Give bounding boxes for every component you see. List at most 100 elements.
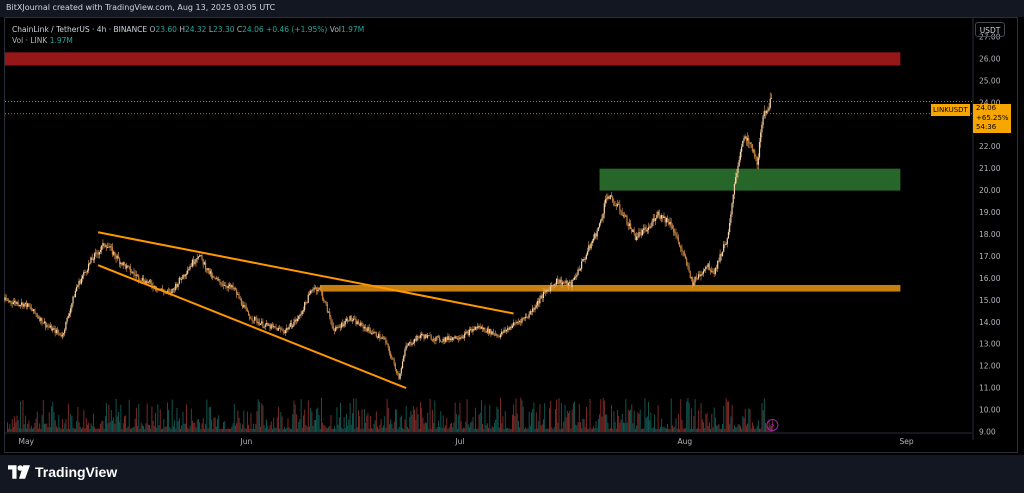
candle-body	[329, 311, 331, 318]
candle-body	[604, 199, 607, 204]
volume-bar	[737, 424, 739, 432]
volume-bar	[520, 397, 522, 432]
candle-body	[740, 146, 743, 152]
candle-body	[572, 279, 574, 281]
candle-body	[72, 296, 74, 304]
candle-body	[86, 270, 88, 273]
currency-selector[interactable]: USDT	[975, 22, 1005, 37]
candle-body	[276, 327, 278, 331]
candle-body	[663, 216, 665, 218]
candle-body	[442, 338, 444, 342]
volume-bar	[49, 427, 51, 432]
candle-body	[692, 277, 694, 286]
volume-bar	[277, 407, 279, 432]
volume-bar	[34, 422, 36, 432]
volume-bar	[311, 411, 313, 432]
volume-bar	[631, 404, 633, 432]
volume-bar	[661, 418, 663, 432]
volume-bar	[193, 423, 195, 432]
last-price-change: +65.25%	[976, 113, 1009, 122]
candle-body	[616, 204, 619, 206]
candle-body	[352, 318, 355, 321]
candle-body	[275, 327, 277, 329]
candle-body	[35, 313, 37, 315]
price-tick-label: 10.00	[979, 406, 1001, 415]
candle-body	[344, 320, 346, 325]
candle-body	[331, 320, 333, 326]
volume-bar	[137, 425, 139, 432]
volume-bar	[557, 422, 559, 432]
candle-body	[116, 255, 118, 259]
candle-body	[438, 336, 441, 341]
candle-body	[503, 329, 505, 333]
volume-bar	[310, 407, 312, 432]
tradingview-logo[interactable]: TradingView	[8, 464, 117, 480]
volume-bar	[51, 406, 53, 432]
candle-body	[343, 324, 345, 327]
volume-bar	[613, 411, 615, 432]
volume-bar	[443, 427, 445, 432]
volume-bar	[139, 428, 141, 432]
volume-bar	[177, 421, 179, 432]
candle-body	[380, 338, 382, 340]
volume-bar	[103, 428, 105, 432]
candle-body	[532, 308, 534, 312]
candle-body	[277, 327, 279, 331]
candle-body	[400, 368, 402, 374]
candle-body	[185, 273, 188, 275]
volume-bar	[257, 399, 259, 432]
volume-bar	[86, 424, 88, 432]
candle-body	[693, 282, 695, 286]
volume-bar	[760, 428, 762, 432]
candlestick-chart[interactable]: 9.00 10.00 11.00 12.00 13.00 14.00 15.00 16.00 1…	[0, 0, 1024, 455]
volume-bar	[217, 418, 219, 432]
legend-close: 24.06	[242, 25, 264, 34]
candle-body	[349, 316, 351, 321]
candle-body	[43, 321, 45, 324]
volume-bar	[383, 425, 384, 432]
candle-body	[391, 356, 393, 359]
volume-bar	[334, 426, 336, 432]
volume-bar	[268, 428, 270, 432]
volume-bar	[360, 428, 362, 432]
volume-bar	[35, 418, 37, 432]
attribution-text: BitXJournal created with TradingView.com…	[6, 3, 276, 12]
candle-body	[547, 289, 549, 291]
volume-bar	[543, 419, 544, 432]
candle-body	[762, 116, 764, 126]
candle-body	[42, 322, 44, 324]
volume-bar	[676, 428, 678, 432]
candle-body	[510, 326, 512, 329]
candle-body	[13, 301, 16, 303]
volume-bar	[380, 418, 382, 432]
legend-low-label: L	[208, 25, 214, 34]
volume-bar	[118, 411, 119, 432]
volume-bar	[718, 424, 720, 432]
chart-frame[interactable]	[4, 17, 1018, 453]
volume-bar	[368, 428, 370, 432]
volume-bar	[698, 410, 700, 432]
candle-body	[362, 324, 364, 329]
price-tick-label: 12.00	[979, 362, 1001, 371]
candle-body	[732, 194, 734, 204]
candle-body	[650, 226, 652, 228]
volume-bar	[262, 405, 264, 432]
volume-bar	[667, 423, 669, 432]
volume-bar	[714, 417, 716, 432]
candle-body	[497, 334, 499, 337]
candle-body	[508, 328, 510, 330]
candle-body	[385, 338, 387, 344]
volume-bar	[630, 409, 632, 432]
candle-body	[294, 319, 296, 323]
volume-bar	[471, 421, 473, 432]
volume-bar	[258, 401, 260, 432]
candle-body	[188, 268, 190, 271]
candle-body	[111, 247, 114, 255]
volume-bar	[143, 426, 144, 432]
volume-bar	[688, 402, 690, 432]
volume-bar	[663, 426, 665, 432]
volume-bar	[316, 408, 318, 432]
candle-body	[522, 317, 524, 319]
volume-bar	[708, 422, 710, 432]
candle-body	[769, 98, 771, 108]
